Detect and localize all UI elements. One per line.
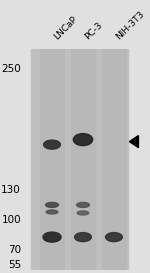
Ellipse shape <box>44 140 60 149</box>
Bar <box>71 49 95 270</box>
Text: PC-3: PC-3 <box>83 20 104 41</box>
Ellipse shape <box>106 233 122 242</box>
Text: NIH-3T3: NIH-3T3 <box>114 9 146 41</box>
Ellipse shape <box>77 211 89 215</box>
Ellipse shape <box>73 133 93 146</box>
Text: 100: 100 <box>2 215 21 225</box>
Bar <box>40 49 64 270</box>
Ellipse shape <box>76 202 89 207</box>
Ellipse shape <box>46 210 58 214</box>
Text: 130: 130 <box>1 185 21 195</box>
Bar <box>31 49 128 270</box>
Text: 55: 55 <box>8 260 21 270</box>
Text: 250: 250 <box>1 64 21 74</box>
Text: 70: 70 <box>8 245 21 255</box>
Bar <box>102 49 126 270</box>
Text: LNCaP: LNCaP <box>52 14 79 41</box>
Ellipse shape <box>43 232 61 242</box>
Ellipse shape <box>46 202 59 207</box>
Ellipse shape <box>75 233 91 242</box>
Polygon shape <box>129 136 138 148</box>
